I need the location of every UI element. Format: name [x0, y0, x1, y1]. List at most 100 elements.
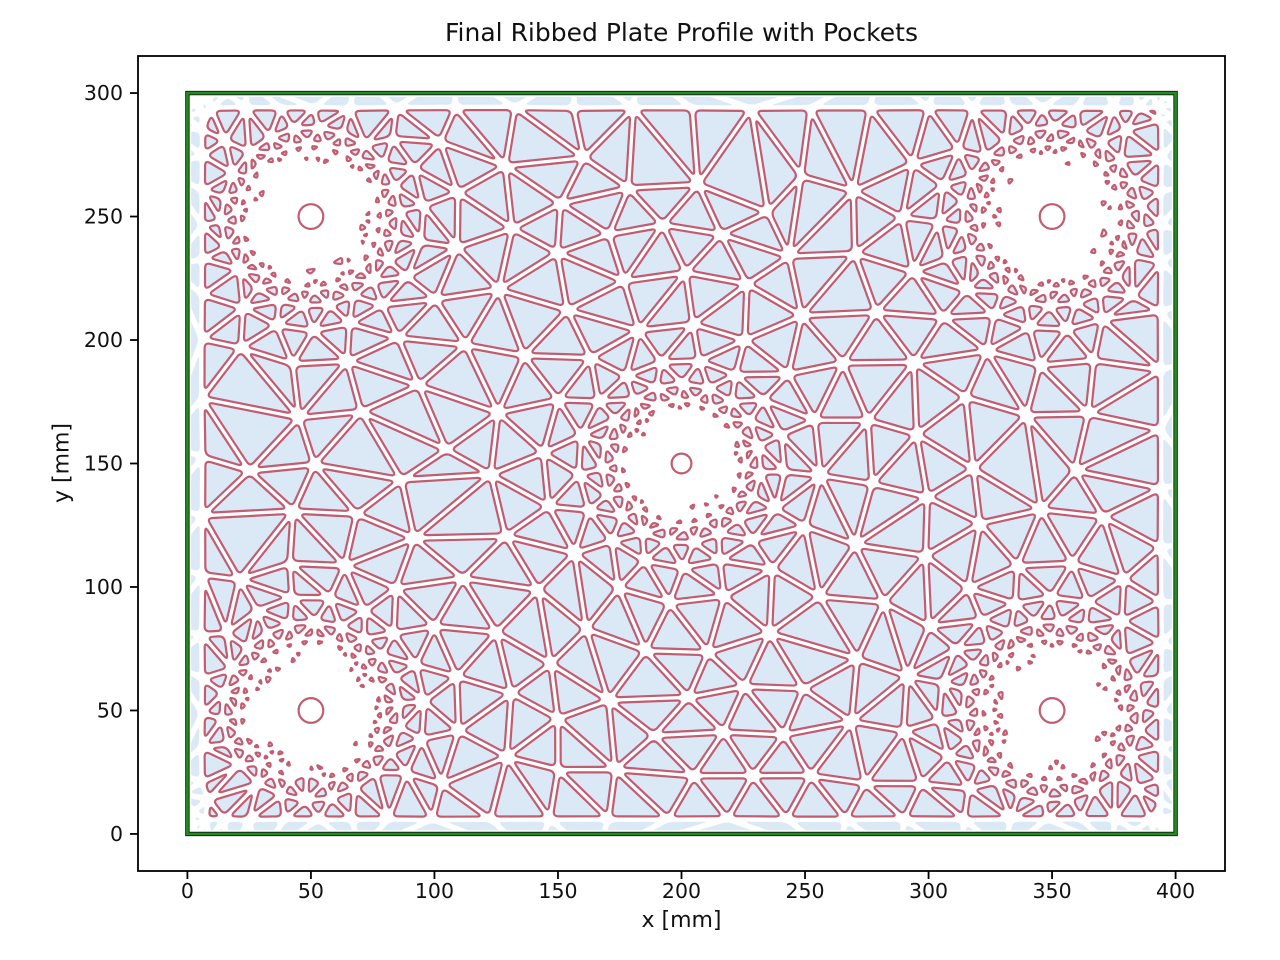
pocket	[368, 418, 440, 476]
pocket	[335, 277, 342, 283]
pocket	[505, 403, 555, 447]
pocket-crumb	[1179, 124, 1191, 134]
pocket	[276, 157, 283, 163]
pocket	[746, 289, 795, 336]
pocket	[1026, 786, 1039, 796]
pocket-crumb	[1121, 837, 1138, 852]
pocket	[797, 198, 853, 255]
pocket	[723, 422, 731, 429]
pocket	[988, 674, 995, 681]
pocket	[718, 405, 729, 415]
pocket	[731, 486, 737, 494]
pocket-crumb	[1163, 675, 1172, 702]
pocket	[207, 353, 292, 414]
pocket	[870, 424, 911, 476]
pocket	[1034, 129, 1047, 139]
pocket	[331, 149, 339, 156]
pocket	[1075, 632, 1084, 642]
pocket	[720, 537, 744, 555]
pocket	[360, 663, 368, 670]
pocket-crumb	[1177, 90, 1182, 94]
pocket	[1056, 775, 1063, 782]
pocket	[493, 419, 537, 470]
pocket	[1040, 604, 1056, 621]
pocket	[931, 529, 977, 583]
pocket	[441, 292, 493, 339]
pocket	[1120, 762, 1133, 782]
pocket	[730, 574, 771, 627]
pocket	[1007, 638, 1015, 650]
pocket-crumb	[446, 65, 1280, 73]
pocket	[550, 440, 579, 469]
pocket-crumb	[1163, 648, 1172, 673]
pocket	[1056, 639, 1064, 646]
x-tick-label: 350	[1032, 879, 1071, 903]
pocket	[1061, 114, 1077, 129]
pocket	[1107, 281, 1126, 294]
pocket	[793, 366, 838, 414]
pocket	[272, 628, 284, 640]
pocket-crumb	[172, 82, 177, 87]
y-tick-label: 300	[84, 81, 123, 105]
pocket	[423, 708, 452, 736]
pocket	[1136, 238, 1155, 258]
x-tick-label: 150	[538, 879, 577, 903]
pocket	[386, 302, 428, 332]
pocket	[965, 695, 975, 709]
pocket	[1149, 109, 1157, 115]
pocket	[995, 727, 1001, 733]
pocket	[1048, 788, 1062, 798]
pocket-crumb	[1138, 96, 1145, 101]
pocket-crumb	[915, 821, 961, 831]
pocket	[224, 703, 233, 716]
pocket-crumb	[387, 96, 408, 103]
pocket-crumb	[1163, 229, 1172, 255]
pocket	[564, 365, 596, 400]
pocket	[808, 484, 850, 540]
pocket	[419, 669, 450, 696]
pocket	[586, 471, 604, 488]
pocket	[990, 177, 996, 184]
pocket	[615, 656, 682, 699]
pocket	[503, 293, 562, 350]
pocket-crumb	[191, 357, 200, 407]
pocket	[743, 375, 781, 396]
pocket-crumb	[1166, 701, 1172, 715]
pocket	[617, 699, 681, 732]
pocket	[993, 719, 1000, 725]
pocket-crumb	[1165, 107, 1172, 112]
pocket	[936, 623, 974, 645]
pocket-crumb	[974, 821, 1007, 831]
pocket	[817, 421, 861, 468]
pocket-crumb	[1167, 548, 1172, 559]
pocket	[966, 232, 978, 246]
pocket	[630, 116, 692, 186]
pocket	[1064, 161, 1071, 166]
pocket	[1143, 213, 1155, 228]
pocket	[339, 283, 349, 291]
pocket	[754, 406, 775, 429]
pocket	[725, 506, 735, 516]
pocket	[356, 341, 414, 381]
pocket	[1109, 314, 1159, 363]
pocket	[1055, 599, 1080, 617]
pocket	[1085, 796, 1109, 818]
pocket	[265, 601, 290, 620]
pocket	[1101, 730, 1108, 737]
x-tick-label: 300	[909, 879, 948, 903]
pocket	[1115, 251, 1126, 258]
pocket	[576, 285, 635, 327]
pocket	[749, 456, 759, 470]
pocket	[910, 192, 941, 220]
pocket	[399, 219, 415, 238]
pocket	[1080, 151, 1087, 159]
pocket	[1102, 686, 1108, 691]
pocket	[374, 744, 385, 753]
pocket	[274, 666, 282, 672]
pocket	[405, 304, 460, 343]
y-axis-label: y [mm]	[49, 422, 75, 504]
pocket	[973, 769, 991, 785]
pocket-crumb	[1072, 850, 1122, 854]
pocket	[319, 289, 330, 299]
pocket-crumb	[905, 825, 916, 831]
